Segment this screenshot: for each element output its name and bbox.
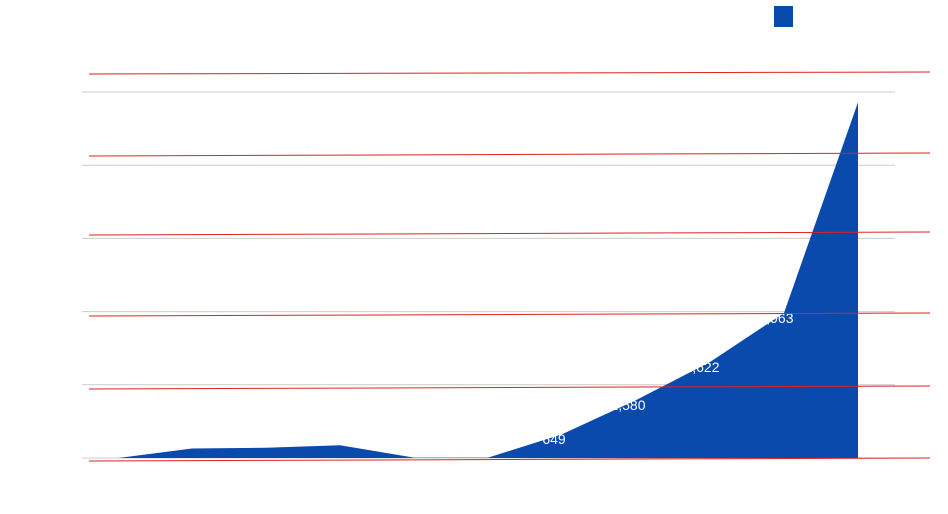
data-label-8: 2,622 — [684, 359, 719, 375]
red-line-5 — [88, 457, 931, 462]
red-line-4 — [88, 385, 931, 390]
series-area — [118, 102, 858, 459]
data-label-6: 649 — [542, 431, 566, 447]
red-line-0 — [88, 71, 931, 75]
legend-swatch — [774, 6, 793, 27]
red-rule-lines — [88, 71, 931, 462]
red-line-3 — [88, 312, 931, 317]
red-line-2 — [88, 231, 931, 236]
data-label-9: 3,963 — [758, 310, 793, 326]
red-line-1 — [88, 152, 931, 157]
area-series-0 — [118, 102, 858, 459]
data-label-7: 1,580 — [610, 397, 645, 413]
